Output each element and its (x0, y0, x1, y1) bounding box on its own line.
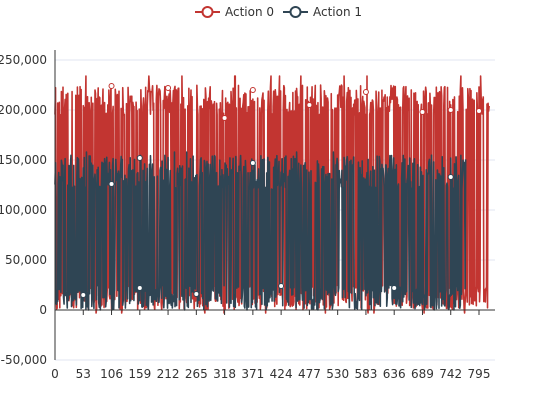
series-point (80, 292, 87, 298)
x-tick-label: 318 (213, 367, 236, 381)
legend-label-action-1[interactable]: Action 1 (313, 5, 362, 19)
series-point (249, 87, 256, 93)
series-point (419, 109, 426, 115)
series-point (362, 89, 369, 95)
legend-marker-action-1[interactable] (289, 6, 302, 18)
x-tick-label: 424 (270, 367, 293, 381)
series-line-action-1 (54, 151, 467, 311)
series-point (108, 181, 115, 187)
legend-marker-action-0[interactable] (201, 6, 214, 18)
x-tick-label: 371 (241, 367, 264, 381)
x-tick-label: 106 (100, 367, 123, 381)
series-point (136, 155, 143, 161)
y-tick-label: 0 (39, 303, 47, 317)
x-tick-label: 795 (468, 367, 491, 381)
series-point (476, 108, 482, 114)
x-tick-label: 636 (383, 367, 406, 381)
series-point (165, 85, 172, 91)
x-tick-label: 265 (185, 367, 208, 381)
x-tick-label: 742 (439, 367, 462, 381)
x-tick-label: 689 (411, 367, 434, 381)
x-tick-label: 530 (326, 367, 349, 381)
series-point (391, 285, 398, 291)
series-point (306, 102, 313, 108)
y-tick-label: 100,000 (0, 203, 47, 217)
legend-label-action-0[interactable]: Action 0 (225, 5, 274, 19)
y-tick-label: 50,000 (5, 253, 47, 267)
series-point (108, 83, 115, 89)
series-point (447, 174, 454, 180)
x-tick-label: 0 (51, 367, 59, 381)
y-tick-label: -50,000 (1, 353, 47, 367)
y-tick-label: 150,000 (0, 153, 47, 167)
x-tick-label: 159 (128, 367, 151, 381)
series-point (221, 115, 228, 121)
series-point (136, 285, 143, 291)
series-point (193, 291, 200, 297)
series-point (249, 160, 256, 166)
x-tick-label: 477 (298, 367, 321, 381)
x-tick-label: 583 (354, 367, 377, 381)
y-tick-label: 250,000 (0, 53, 47, 67)
series-point (278, 283, 285, 289)
x-tick-label: 212 (157, 367, 180, 381)
y-tick-label: 200,000 (0, 103, 47, 117)
series-point (447, 107, 454, 113)
x-tick-label: 53 (76, 367, 91, 381)
